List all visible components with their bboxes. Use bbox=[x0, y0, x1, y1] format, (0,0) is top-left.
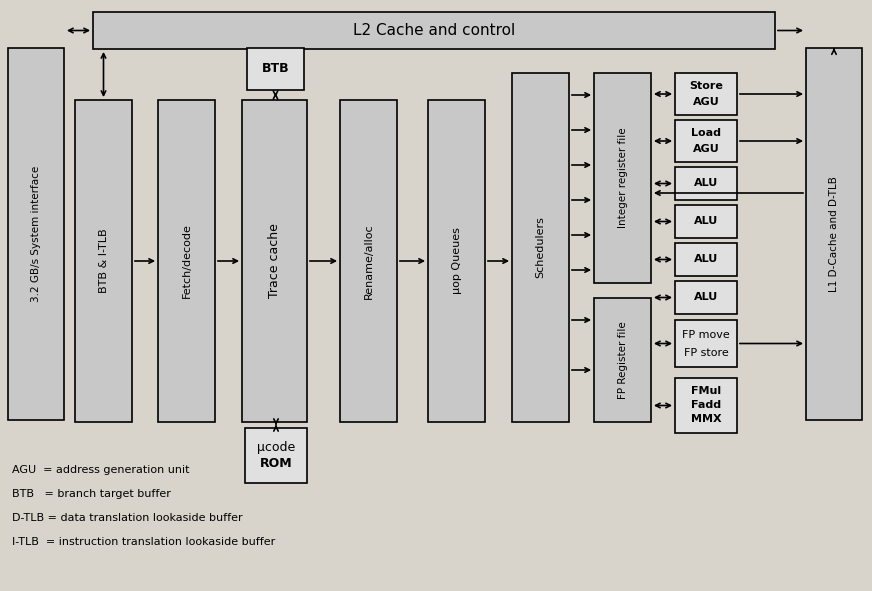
Text: ROM: ROM bbox=[260, 457, 292, 470]
Bar bbox=[428, 100, 485, 422]
Text: Fadd: Fadd bbox=[691, 401, 721, 411]
Text: AGU: AGU bbox=[692, 144, 719, 154]
Text: BTB   = branch target buffer: BTB = branch target buffer bbox=[12, 489, 171, 499]
Text: Load: Load bbox=[691, 128, 721, 138]
Text: AGU: AGU bbox=[692, 97, 719, 107]
Text: BTB & I-TLB: BTB & I-TLB bbox=[99, 229, 108, 293]
Bar bbox=[594, 298, 651, 422]
Text: FP Register file: FP Register file bbox=[617, 321, 628, 399]
Bar bbox=[75, 100, 132, 422]
Text: ALU: ALU bbox=[694, 178, 719, 189]
Text: Fetch/decode: Fetch/decode bbox=[181, 223, 192, 298]
Bar bbox=[594, 73, 651, 283]
Bar bbox=[247, 48, 304, 90]
Text: MMX: MMX bbox=[691, 414, 721, 424]
Text: 3.2 GB/s System interface: 3.2 GB/s System interface bbox=[31, 166, 41, 302]
Text: μop Queues: μop Queues bbox=[452, 228, 461, 294]
Text: I-TLB  = instruction translation lookaside buffer: I-TLB = instruction translation lookasid… bbox=[12, 537, 276, 547]
Text: L2 Cache and control: L2 Cache and control bbox=[353, 23, 515, 38]
Text: FP store: FP store bbox=[684, 348, 728, 358]
Bar bbox=[675, 120, 737, 162]
Text: Integer register file: Integer register file bbox=[617, 128, 628, 228]
Text: L1 D-Cache and D-TLB: L1 D-Cache and D-TLB bbox=[829, 176, 839, 292]
Text: ALU: ALU bbox=[694, 216, 719, 226]
Text: D-TLB = data translation lookaside buffer: D-TLB = data translation lookaside buffe… bbox=[12, 513, 242, 523]
Bar bbox=[675, 243, 737, 276]
Bar bbox=[242, 100, 307, 422]
Bar bbox=[806, 48, 862, 420]
Bar bbox=[675, 167, 737, 200]
Bar bbox=[675, 73, 737, 115]
Bar bbox=[675, 378, 737, 433]
Text: ALU: ALU bbox=[694, 293, 719, 303]
Text: AGU  = address generation unit: AGU = address generation unit bbox=[12, 465, 189, 475]
Text: FMul: FMul bbox=[691, 387, 721, 397]
Text: ALU: ALU bbox=[694, 255, 719, 265]
Text: Rename/alloc: Rename/alloc bbox=[364, 223, 373, 299]
Text: Store: Store bbox=[689, 81, 723, 91]
Bar bbox=[93, 12, 775, 49]
Bar bbox=[245, 428, 307, 483]
Bar bbox=[8, 48, 64, 420]
Text: Trace cache: Trace cache bbox=[268, 223, 281, 298]
Text: Schedulers: Schedulers bbox=[535, 216, 546, 278]
Text: BTB: BTB bbox=[262, 63, 290, 76]
Bar bbox=[512, 73, 569, 422]
Bar bbox=[675, 281, 737, 314]
Bar bbox=[340, 100, 397, 422]
Bar bbox=[158, 100, 215, 422]
Bar bbox=[675, 320, 737, 367]
Text: FP move: FP move bbox=[682, 330, 730, 339]
Text: μcode: μcode bbox=[257, 441, 295, 454]
Bar bbox=[675, 205, 737, 238]
